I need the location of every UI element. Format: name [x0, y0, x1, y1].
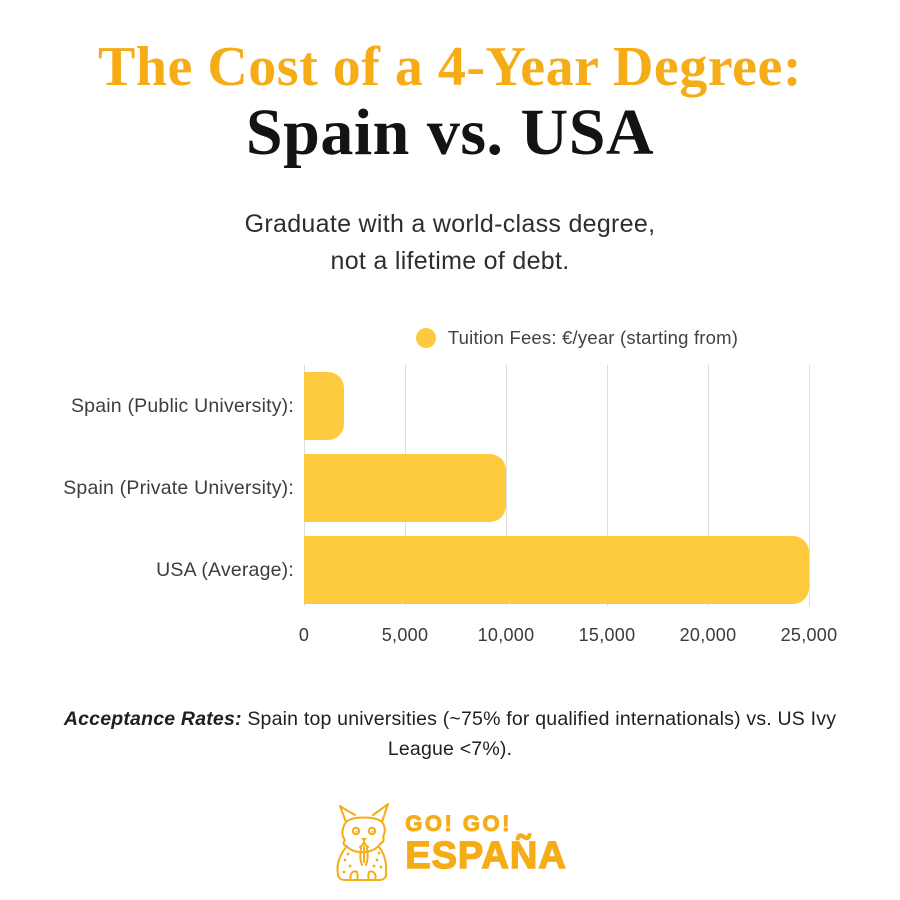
x-axis: 0 5,000 10,000 15,000 20,000 25,000: [299, 618, 850, 652]
logo-line1: GO! GO!: [405, 811, 512, 837]
bar-chart: Tuition Fees: €/year (starting from) Spa…: [50, 326, 850, 652]
category-axis-labels: Spain (Public University): Spain (Private…: [50, 365, 304, 618]
x-tick-label: 0: [298, 625, 310, 646]
x-tick-label: 20,000: [679, 625, 737, 646]
gridline: [506, 365, 507, 607]
x-tick-label: 10,000: [477, 625, 535, 646]
chart-legend: Tuition Fees: €/year (starting from): [304, 326, 850, 350]
category-label: Spain (Public University):: [70, 394, 294, 417]
gogoespana-logo: GO! GO! ESPAÑA: [0, 802, 900, 884]
subtitle: Graduate with a world-class degree, not …: [0, 206, 900, 280]
chart-body: Spain (Public University): Spain (Private…: [50, 365, 850, 618]
subtitle-line1: Graduate with a world-class degree,: [244, 210, 656, 239]
subtitle-line2: not a lifetime of debt.: [330, 247, 570, 276]
bars-group: [304, 365, 850, 605]
x-tick-label: 5,000: [381, 625, 429, 646]
lynx-mascot-icon: [336, 803, 390, 882]
gridline: [607, 365, 608, 607]
category-label: Spain (Private University):: [63, 476, 294, 499]
bar: [304, 372, 345, 441]
legend-label: Tuition Fees: €/year (starting from): [447, 327, 739, 349]
gridline: [809, 365, 810, 607]
x-tick-label: 15,000: [578, 625, 636, 646]
acceptance-note: Acceptance Rates: Spain top universities…: [60, 704, 840, 764]
category-label: USA (Average):: [156, 558, 294, 581]
legend-dot-icon: [415, 328, 436, 349]
gridline: [708, 365, 709, 607]
page-title-line1: The Cost of a 4-Year Degree:: [98, 36, 802, 98]
page-title-line2: Spain vs. USA: [245, 95, 655, 169]
logo-line2: ESPAÑA: [405, 835, 567, 878]
bar: [304, 536, 809, 605]
logo-text: GO! GO! ESPAÑA: [405, 811, 567, 878]
plot-area: [304, 365, 850, 607]
acceptance-note-label: Acceptance Rates:: [63, 708, 242, 731]
acceptance-note-text: Spain top universities (~75% for qualifi…: [241, 708, 837, 761]
bar: [304, 454, 506, 523]
x-tick-label: 25,000: [780, 625, 838, 646]
